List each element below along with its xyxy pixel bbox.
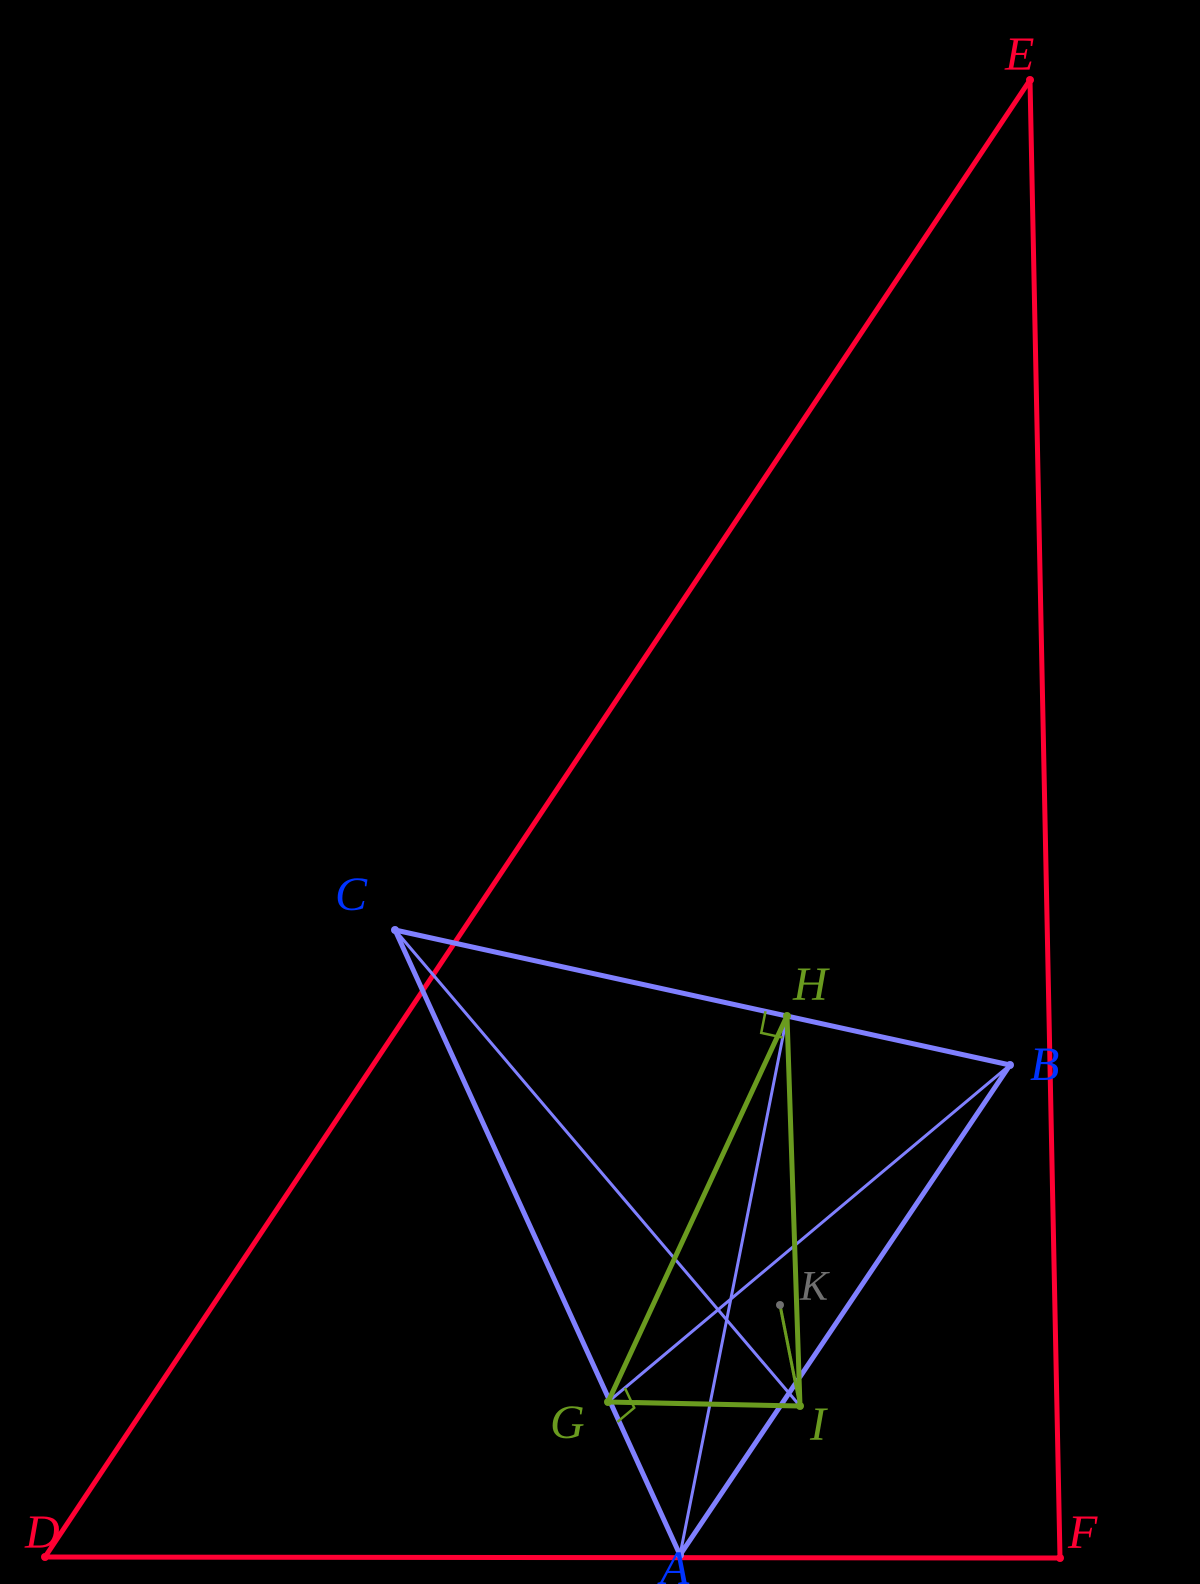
label-D: D <box>24 1506 60 1559</box>
point-C <box>391 926 399 934</box>
edge-FE <box>1030 80 1060 1558</box>
point-G <box>604 1398 612 1406</box>
point-F <box>1056 1554 1064 1562</box>
label-H: H <box>792 958 830 1011</box>
edge-GH <box>608 1016 787 1402</box>
edge-DF <box>45 1557 1060 1558</box>
edge-IG <box>608 1402 800 1406</box>
edge-CI <box>395 930 800 1406</box>
edge-BG <box>608 1065 1010 1402</box>
edge-ED <box>45 80 1030 1557</box>
edge-CA <box>395 930 680 1555</box>
label-B: B <box>1030 1038 1059 1091</box>
point-I <box>796 1402 804 1410</box>
label-A: A <box>657 1542 690 1584</box>
label-F: F <box>1067 1506 1098 1559</box>
point-K <box>776 1301 784 1309</box>
point-B <box>1006 1061 1014 1069</box>
point-H <box>783 1012 791 1020</box>
edge-BC <box>395 930 1010 1065</box>
label-K: K <box>799 1264 830 1310</box>
geometry-diagram: A B C D E F G H I K <box>0 0 1200 1584</box>
label-C: C <box>335 868 368 921</box>
label-G: G <box>550 1396 585 1449</box>
label-E: E <box>1004 28 1034 81</box>
label-I: I <box>809 1398 828 1451</box>
